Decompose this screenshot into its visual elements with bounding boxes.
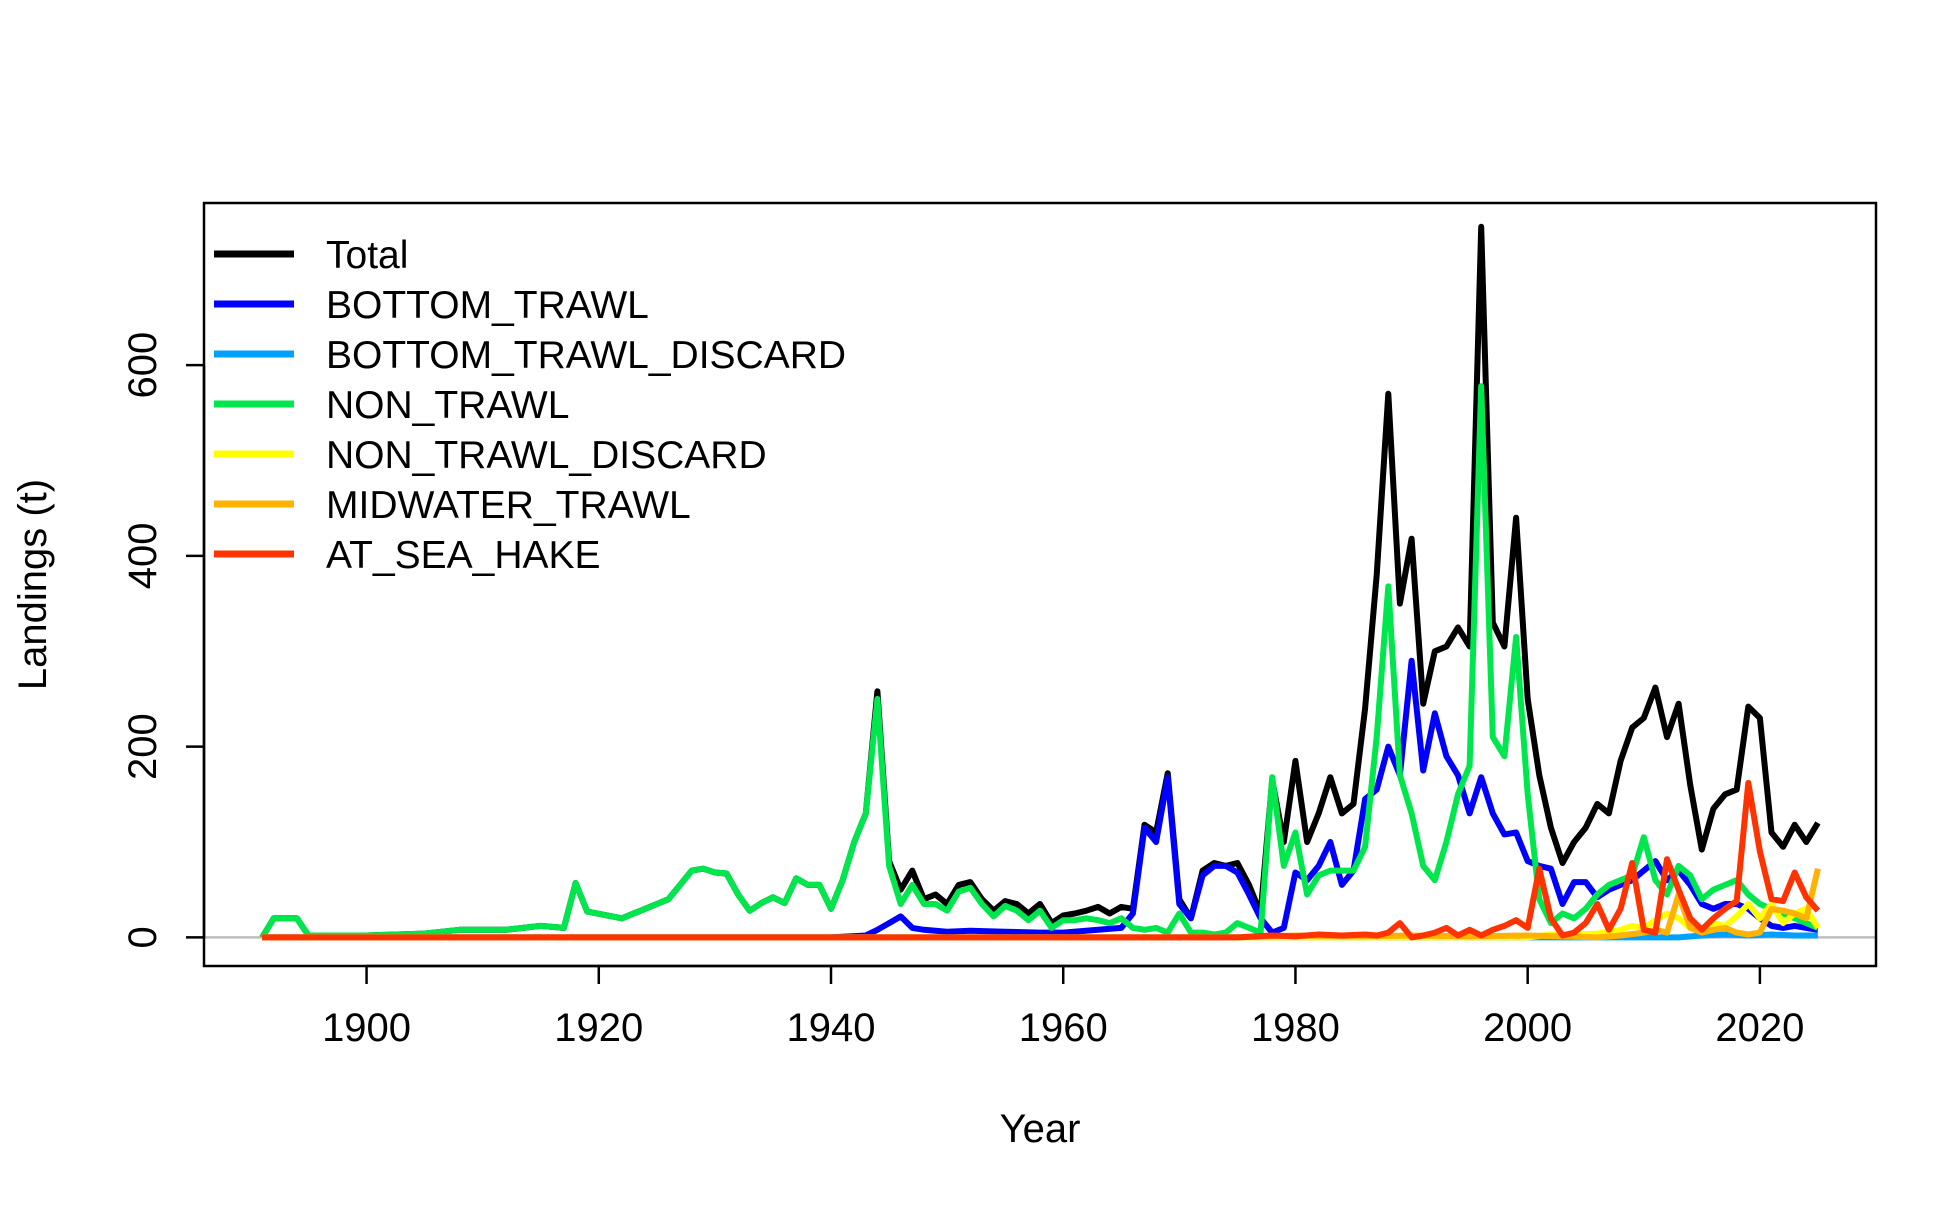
legend-label: MIDWATER_TRAWL [326, 484, 691, 527]
x-axis-title: Year [1000, 1107, 1081, 1151]
legend-item-non-trawl: NON_TRAWL [214, 384, 569, 427]
legend-label: BOTTOM_TRAWL [326, 284, 649, 327]
x-tick-label: 1920 [554, 1006, 643, 1050]
x-tick-label: 1900 [322, 1006, 411, 1050]
x-tick-label: 2020 [1715, 1006, 1804, 1050]
legend-label: Total [326, 234, 408, 277]
x-tick-label: 2000 [1483, 1006, 1572, 1050]
legend-label: NON_TRAWL [326, 384, 569, 427]
y-tick-label: 600 [121, 332, 165, 399]
x-tick-label: 1960 [1019, 1006, 1108, 1050]
y-tick-label: 200 [121, 713, 165, 780]
y-tick-label: 400 [121, 523, 165, 590]
legend-label: AT_SEA_HAKE [326, 534, 601, 577]
x-tick-label: 1980 [1251, 1006, 1340, 1050]
series-line-at-sea-hake [262, 779, 1821, 941]
y-axis-title: Landings (t) [11, 479, 55, 690]
y-tick-label: 0 [121, 926, 165, 948]
legend-item-bottom-trawl: BOTTOM_TRAWL [214, 284, 649, 327]
x-tick-label: 1940 [787, 1006, 876, 1050]
legend-item-non-trawl-discard: NON_TRAWL_DISCARD [214, 434, 767, 477]
series-line-non-trawl [259, 383, 1820, 939]
legend-item-bottom-trawl-discard: BOTTOM_TRAWL_DISCARD [214, 334, 846, 377]
legend-label: NON_TRAWL_DISCARD [326, 434, 767, 477]
legend-item-total: Total [214, 234, 408, 277]
legend-label: BOTTOM_TRAWL_DISCARD [326, 334, 846, 377]
legend-item-midwater-trawl: MIDWATER_TRAWL [214, 484, 691, 527]
series-line-bottom-trawl [262, 657, 1819, 941]
legend-item-at-sea-hake: AT_SEA_HAKE [214, 534, 601, 577]
